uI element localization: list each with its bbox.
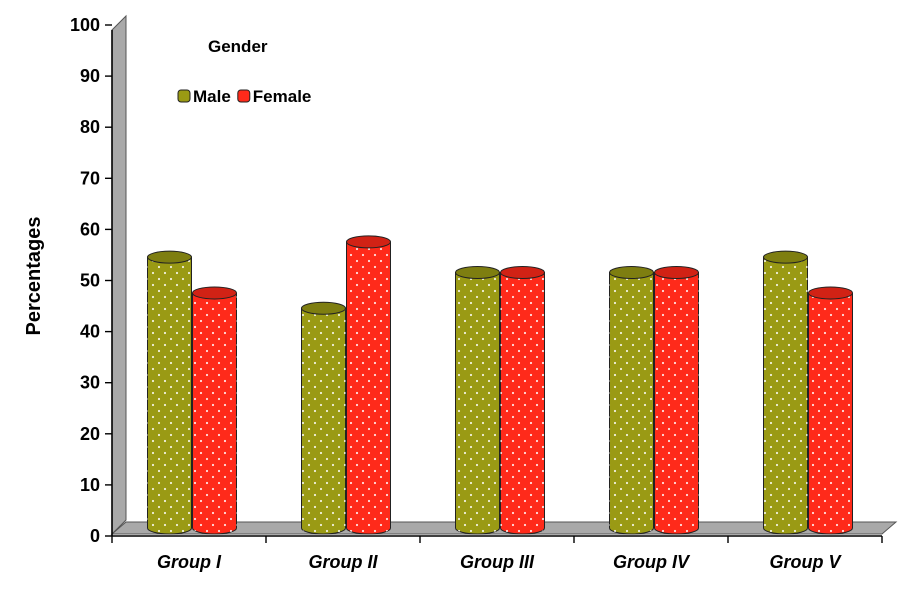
back-wall — [111, 14, 127, 536]
x-tick-label: Group IV — [613, 552, 691, 572]
bar — [654, 266, 699, 535]
y-tick-label: 30 — [80, 373, 100, 393]
y-tick-label: 20 — [80, 424, 100, 444]
bar — [808, 286, 853, 535]
bar-top — [346, 235, 391, 249]
bar-pattern — [609, 272, 654, 534]
bar-top — [192, 286, 237, 300]
bars — [147, 235, 853, 535]
y-tick-label: 60 — [80, 219, 100, 239]
bar-pattern — [808, 292, 853, 534]
y-tick-label: 80 — [80, 117, 100, 137]
bar — [455, 266, 500, 535]
bar — [301, 301, 346, 535]
bar-top — [455, 266, 500, 279]
x-tick-label: Group V — [770, 552, 843, 572]
x-tick-label: Group III — [460, 552, 535, 572]
y-axis-title: Percentages — [23, 217, 45, 336]
bar-top — [654, 266, 699, 279]
legend-label: Male — [193, 87, 231, 106]
bar-pattern — [455, 272, 500, 534]
bar-top — [609, 266, 654, 279]
y-tick-label: 90 — [80, 66, 100, 86]
legend-label: Female — [253, 87, 312, 106]
y-tick-label: 50 — [80, 271, 100, 291]
bar-pattern — [301, 308, 346, 534]
y-tick-label: 100 — [70, 15, 100, 35]
y-tick-label: 0 — [90, 526, 100, 546]
bar-top — [301, 301, 346, 315]
bar-top — [808, 286, 853, 300]
legend-items: Male Female — [177, 87, 312, 106]
y-tick-label: 10 — [80, 475, 100, 495]
bar-top — [763, 250, 808, 264]
bar-pattern — [763, 257, 808, 534]
y-tick-label: 70 — [80, 168, 100, 188]
bar-pattern — [147, 257, 192, 534]
bar-top — [147, 250, 192, 264]
x-tick-label: Group I — [157, 552, 222, 572]
legend-swatch — [177, 89, 191, 103]
x-axis-ticks — [111, 536, 883, 543]
legend: Gender Male Female — [177, 37, 312, 106]
bar-pattern — [500, 272, 545, 534]
x-tick-label: Group II — [309, 552, 379, 572]
bar — [500, 266, 545, 535]
bar — [609, 266, 654, 535]
bar — [763, 250, 808, 535]
bar-pattern — [346, 241, 391, 534]
bar — [346, 235, 391, 535]
bar-pattern — [654, 272, 699, 534]
legend-swatch — [237, 89, 251, 103]
y-tick-label: 40 — [80, 322, 100, 342]
legend-title: Gender — [208, 37, 268, 56]
bar-pattern — [192, 292, 237, 534]
x-axis-tick-labels: Group I Group II Group III Group IV Group V — [157, 552, 842, 572]
y-axis-ticks: 0 10 20 30 40 50 60 70 80 90 100 — [70, 15, 112, 546]
bar — [192, 286, 237, 535]
legend-item: Male — [177, 87, 231, 106]
legend-item: Female — [237, 87, 312, 106]
bar — [147, 250, 192, 535]
bar-top — [500, 266, 545, 279]
